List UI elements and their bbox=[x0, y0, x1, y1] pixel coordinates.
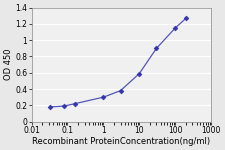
X-axis label: Recombinant ProteinConcentration(ng/ml): Recombinant ProteinConcentration(ng/ml) bbox=[32, 137, 210, 146]
Y-axis label: OD 450: OD 450 bbox=[4, 49, 13, 80]
